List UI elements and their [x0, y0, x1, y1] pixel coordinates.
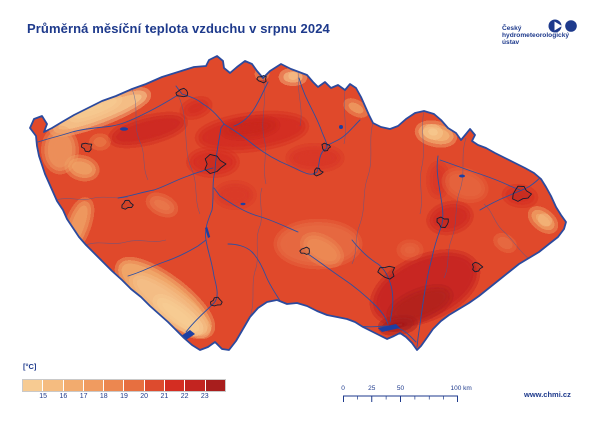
scalebar-ticks	[343, 395, 458, 402]
legend-tick-label: 23	[200, 393, 209, 400]
city-outline-olomouc	[436, 216, 449, 228]
temperature-legend: [°C] 15 16 17 18 19 20 21 22 23	[22, 362, 233, 400]
website-link: www.chmi.cz	[524, 390, 571, 399]
legend-tick-label: 17	[79, 393, 88, 400]
scale-bar: 0 25 50 100 km	[341, 385, 478, 407]
legend-tick-label: 16	[59, 393, 68, 400]
legend-tick-labels: 15 16 17 18 19 20 21 22 23	[23, 393, 233, 402]
legend-tick-label: 22	[180, 393, 189, 400]
scalebar-label: 25	[368, 385, 376, 392]
city-outline-zlin	[471, 261, 484, 273]
legend-swatch	[83, 380, 105, 391]
city-outline-jihlava	[299, 246, 310, 255]
city-outline-brno	[377, 265, 396, 280]
legend-swatch	[205, 380, 225, 391]
legend-unit-label: [°C]	[23, 362, 37, 371]
city-outline-liberec	[256, 75, 267, 84]
river-lines	[37, 77, 545, 348]
legend-swatch	[43, 380, 64, 391]
city-outline-pardubice	[313, 167, 324, 177]
legend-swatch	[63, 380, 84, 391]
city-outline-ceske-budejovice	[210, 296, 223, 307]
city-outline-most	[80, 142, 93, 153]
chmi-logo-icon	[548, 19, 577, 33]
city-outlines	[80, 75, 532, 307]
temperature-anomaly-blobs	[44, 70, 557, 337]
legend-swatches	[22, 379, 226, 392]
legend-tick-label: 18	[99, 393, 108, 400]
legend-tick-label: 20	[140, 393, 149, 400]
city-outline-plzen	[121, 199, 134, 210]
city-outline-ostrava	[512, 185, 532, 202]
org-name-line2: hydrometeorologický	[502, 32, 570, 39]
map-title: Průměrná měsíční teplota vzduchu v srpnu…	[27, 21, 330, 36]
legend-swatch	[185, 380, 206, 391]
country-border	[29, 55, 567, 351]
org-name-line3: ústav	[502, 39, 520, 46]
legend-tick-label: 19	[120, 393, 128, 400]
city-outline-usti-nad-labem	[175, 87, 189, 98]
scalebar-label: 0	[341, 385, 345, 392]
city-outline-praha	[204, 153, 227, 174]
legend-tick-label: 15	[39, 393, 48, 400]
legend-swatch	[165, 380, 186, 391]
legend-swatch	[124, 380, 145, 391]
scalebar-label: 50	[396, 385, 405, 392]
legend-swatch	[104, 380, 125, 391]
org-name-line1: Český	[502, 25, 522, 32]
legend-swatch	[23, 380, 44, 391]
legend-swatch	[144, 380, 166, 391]
city-outline-hradec-kralove	[321, 142, 331, 152]
legend-tick-label: 21	[160, 393, 169, 400]
scalebar-label: 100 km	[450, 385, 472, 392]
